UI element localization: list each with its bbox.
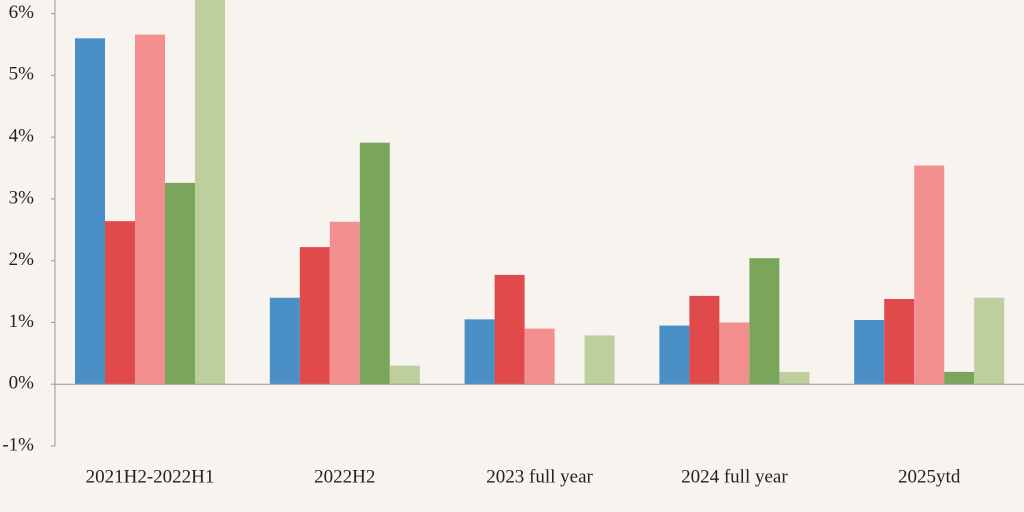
y-tick-label: 0% <box>9 373 35 394</box>
y-tick-label: 3% <box>9 187 35 208</box>
bar <box>854 319 885 385</box>
bar <box>779 371 810 385</box>
bar <box>914 165 945 385</box>
x-tick-label: 2025ytd <box>898 466 961 487</box>
bar <box>75 38 105 385</box>
bar <box>584 335 615 385</box>
bar <box>389 365 420 385</box>
bar <box>884 298 915 385</box>
y-tick-label: 4% <box>9 125 35 146</box>
x-tick-label: 2024 full year <box>681 466 788 487</box>
bar <box>524 328 555 385</box>
bar <box>659 325 690 385</box>
bar <box>464 319 495 385</box>
bar <box>329 221 360 385</box>
bar <box>269 297 300 385</box>
bar <box>494 274 525 385</box>
x-tick-label: 2023 full year <box>486 466 593 487</box>
y-tick-label: -1% <box>2 434 34 455</box>
x-tick-label: 2021H2-2022H1 <box>86 466 215 487</box>
bar <box>974 297 1005 385</box>
bar <box>299 247 330 385</box>
bars <box>75 0 1005 385</box>
bar <box>165 182 195 385</box>
bar <box>135 34 165 385</box>
bar <box>359 142 390 385</box>
y-tick-label: 2% <box>9 249 35 270</box>
bar <box>195 0 225 385</box>
y-tick-label: 5% <box>9 64 35 85</box>
bar <box>689 295 720 385</box>
bar <box>944 371 975 385</box>
y-tick-label: 6% <box>9 2 35 23</box>
x-tick-label: 2022H2 <box>314 466 375 487</box>
bar <box>105 221 135 385</box>
y-tick-label: 1% <box>9 311 35 332</box>
bar <box>749 258 780 385</box>
bar <box>719 322 750 385</box>
